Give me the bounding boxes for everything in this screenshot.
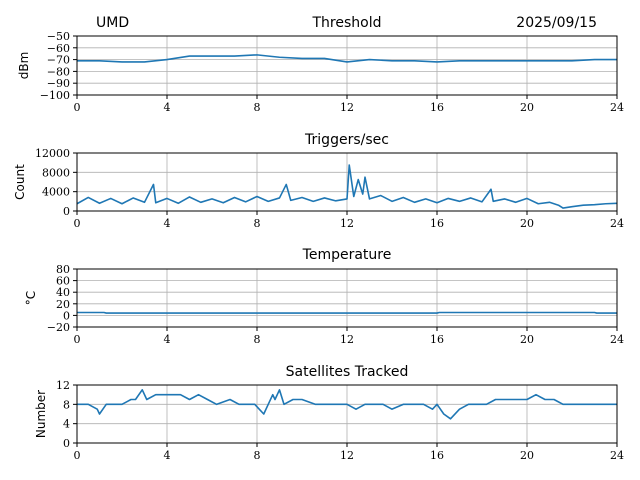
temperature-series-line [77, 311, 617, 314]
threshold-ytick-label: −80 [47, 65, 70, 78]
triggers-xtick-label: 4 [164, 217, 171, 230]
temperature-ylabel: °C [24, 291, 38, 305]
satellites-ytick-label: 8 [63, 398, 70, 411]
triggers-xtick-label: 12 [340, 217, 354, 230]
temperature-xtick-label: 0 [74, 333, 81, 346]
satellites-xtick-label: 24 [610, 449, 624, 462]
temperature-ytick-label: 80 [56, 263, 70, 276]
temperature-xtick-label: 20 [520, 333, 534, 346]
threshold-series-line [77, 54, 617, 63]
triggers-ytick-label: 12000 [35, 147, 70, 160]
satellites-ylabel: Number [34, 390, 48, 438]
satellites-series-line [77, 389, 617, 420]
triggers-ytick-label: 4000 [42, 186, 70, 199]
triggers-series-line [76, 164, 618, 209]
triggers-xtick-label: 16 [430, 217, 444, 230]
threshold-ytick-label: −60 [47, 42, 70, 55]
threshold-xtick-label: 4 [164, 101, 171, 114]
temperature-ytick-label: −20 [47, 321, 70, 334]
triggers-title: Triggers/sec [304, 132, 389, 148]
temperature-xtick-label: 8 [254, 333, 261, 346]
threshold-ylabel: dBm [17, 52, 31, 80]
threshold-ytick-label: −70 [47, 54, 70, 67]
satellites-xtick-label: 16 [430, 449, 444, 462]
temperature-ytick-label: 40 [56, 286, 70, 299]
threshold-xtick-label: 20 [520, 101, 534, 114]
satellites-ytick-label: 0 [63, 437, 70, 450]
triggers-xtick-label: 24 [610, 217, 624, 230]
satellites-xtick-label: 8 [254, 449, 261, 462]
triggers-panel: 0 4 8 12 16 20 24 0 4000 8000 12000 Triggers/sec Cou… [13, 132, 624, 230]
satellites-xtick-label: 0 [74, 449, 81, 462]
threshold-xtick-label: 0 [74, 101, 81, 114]
satellites-panel: 0 4 8 12 16 20 24 0 4 8 12 Satellites Tracked Number [34, 364, 624, 462]
threshold-xtick-label: 12 [340, 101, 354, 114]
satellites-ytick-label: 4 [63, 418, 70, 431]
threshold-panel: 0 4 8 12 16 20 24 −100−90−80−70−60−50 Threshold d… [17, 15, 624, 114]
temperature-ytick-label: 0 [63, 309, 70, 322]
satellites-xtick-label: 20 [520, 449, 534, 462]
satellites-title: Satellites Tracked [286, 364, 409, 380]
temperature-xtick-label: 12 [340, 333, 354, 346]
temperature-xtick-label: 24 [610, 333, 624, 346]
temperature-ytick-label: 20 [56, 298, 70, 311]
satellites-xtick-label: 4 [164, 449, 171, 462]
threshold-xtick-label: 8 [254, 101, 261, 114]
temperature-title: Temperature [302, 247, 392, 263]
temperature-ytick-label: 60 [56, 275, 70, 288]
threshold-ytick-label: −100 [40, 89, 70, 102]
threshold-xtick-label: 24 [610, 101, 624, 114]
temperature-xtick-label: 4 [164, 333, 171, 346]
triggers-xtick-label: 0 [74, 217, 81, 230]
temperature-xtick-label: 16 [430, 333, 444, 346]
threshold-xtick-label: 16 [430, 101, 444, 114]
date-label: 2025/09/15 [516, 15, 597, 31]
triggers-xtick-label: 8 [254, 217, 261, 230]
triggers-ytick-label: 0 [63, 205, 70, 218]
threshold-ytick-label: −90 [47, 77, 70, 90]
threshold-ytick-label: −50 [47, 30, 70, 43]
satellites-ytick-label: 12 [56, 379, 70, 392]
triggers-xtick-label: 20 [520, 217, 534, 230]
threshold-title: Threshold [312, 15, 382, 31]
satellites-xtick-label: 12 [340, 449, 354, 462]
station-label: UMD [96, 15, 129, 31]
triggers-ylabel: Count [13, 164, 27, 200]
triggers-ytick-label: 8000 [42, 166, 70, 179]
